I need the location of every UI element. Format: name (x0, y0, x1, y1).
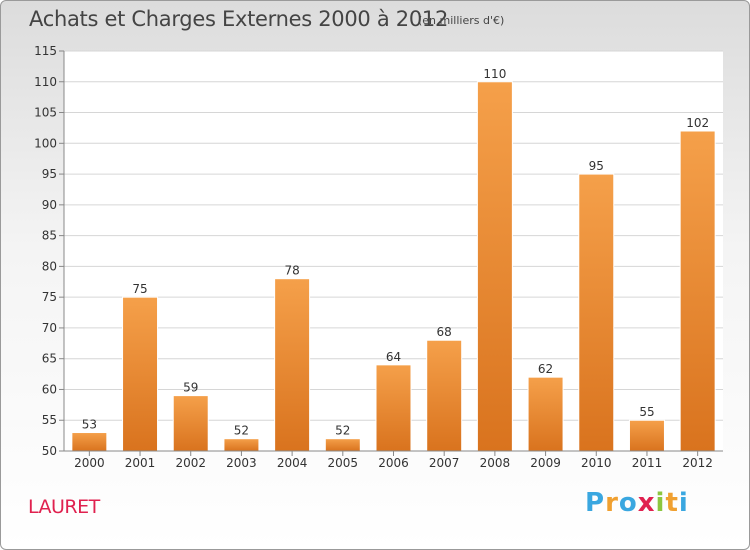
x-tick-label-2010: 2010 (581, 456, 612, 470)
logo-letter: i (655, 488, 666, 518)
data-label-2011: 55 (639, 405, 654, 419)
data-label-2009: 62 (538, 362, 553, 376)
bar-2008 (476, 81, 513, 452)
data-label-2008: 110 (483, 67, 506, 81)
y-tick-label: 50 (42, 444, 57, 458)
x-tick-label-2003: 2003 (226, 456, 257, 470)
y-tick-label: 55 (42, 413, 57, 427)
bar-2006 (375, 364, 412, 452)
y-tick-label: 115 (34, 44, 57, 58)
y-tick-label: 85 (42, 229, 57, 243)
x-tick-label-2006: 2006 (378, 456, 409, 470)
bar-2004 (274, 278, 311, 452)
bar-2003 (223, 438, 260, 452)
bar-2002 (172, 395, 209, 452)
logo-letter: P (585, 488, 606, 518)
y-tick-label: 105 (34, 106, 57, 120)
data-label-2007: 68 (437, 325, 452, 339)
logo-letter: o (618, 488, 638, 518)
x-tick-label-2004: 2004 (277, 456, 308, 470)
proxiti-logo: Proxiti (585, 488, 689, 518)
bar-2001 (122, 296, 159, 452)
y-tick-label: 110 (34, 75, 57, 89)
place-name: LAURET (28, 496, 100, 518)
y-tick-label: 65 (42, 352, 57, 366)
logo-letter: x (637, 488, 656, 518)
data-label-2006: 64 (386, 350, 401, 364)
data-label-2002: 59 (183, 381, 198, 395)
x-tick-label-2012: 2012 (682, 456, 713, 470)
chart-title: Achats et Charges Externes 2000 à 2012 (29, 7, 449, 31)
bar-2000 (71, 432, 108, 452)
y-tick-label: 60 (42, 382, 57, 396)
data-label-2012: 102 (686, 116, 709, 130)
x-tick-label-2008: 2008 (480, 456, 511, 470)
logo-letter: t (665, 488, 679, 518)
data-label-2003: 52 (234, 424, 249, 438)
x-tick-label-2000: 2000 (74, 456, 105, 470)
chart-subtitle: (en milliers d'€) (418, 14, 505, 27)
x-tick-label-2002: 2002 (175, 456, 206, 470)
y-tick-label: 100 (34, 136, 57, 150)
bar-2011 (628, 419, 665, 452)
logo-letter: r (605, 488, 619, 518)
x-tick-label-2009: 2009 (530, 456, 561, 470)
y-tick-label: 75 (42, 290, 57, 304)
x-tick-label-2001: 2001 (125, 456, 156, 470)
data-label-2000: 53 (82, 418, 97, 432)
bar-2009 (527, 376, 564, 452)
data-label-2005: 52 (335, 424, 350, 438)
y-tick-label: 90 (42, 198, 57, 212)
y-tick-label: 80 (42, 259, 57, 273)
x-tick-label-2005: 2005 (328, 456, 359, 470)
x-tick-label-2007: 2007 (429, 456, 460, 470)
bar-2010 (578, 173, 615, 452)
y-tick-label: 70 (42, 321, 57, 335)
y-tick-label: 95 (42, 167, 57, 181)
bar-2012 (679, 130, 716, 452)
data-label-2001: 75 (132, 282, 147, 296)
x-tick-label-2011: 2011 (632, 456, 663, 470)
bar-2007 (426, 339, 463, 452)
logo-letter: i (678, 488, 689, 518)
bar-2005 (324, 438, 361, 452)
data-label-2010: 95 (589, 159, 604, 173)
data-label-2004: 78 (284, 264, 299, 278)
